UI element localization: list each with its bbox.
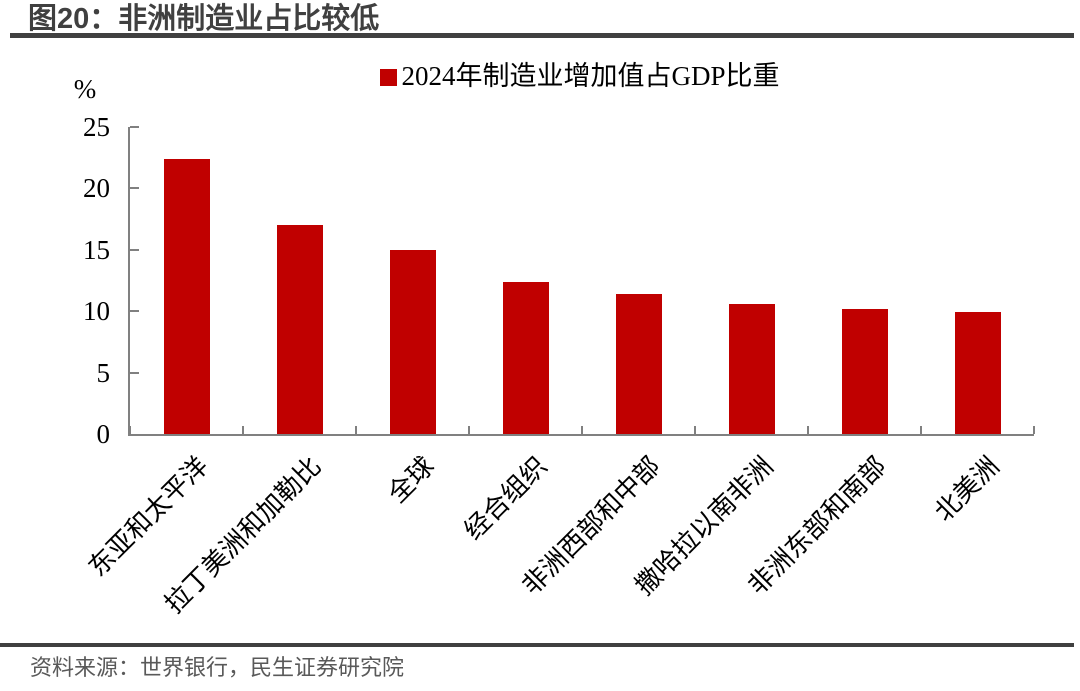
y-axis-tick [130, 187, 139, 190]
bar [841, 308, 888, 434]
y-axis-tick-label: 10 [83, 296, 110, 327]
x-category-label: 经合组织 [459, 451, 554, 546]
y-axis-tick-label: 5 [96, 357, 111, 388]
y-axis-tick [130, 371, 139, 374]
y-axis-unit-label: % [73, 74, 97, 104]
x-axis-tick [1033, 426, 1035, 434]
bar [163, 158, 210, 434]
y-axis-tick [130, 248, 139, 251]
bar [389, 249, 436, 434]
chart-legend: 2024年制造业增加值占GDP比重 [128, 61, 1032, 91]
y-axis-tick-label: 25 [83, 112, 110, 142]
source-note: 资料来源：世界银行，民生证券研究院 [30, 655, 405, 680]
x-axis-tick [807, 426, 809, 434]
y-axis-tick-label: 20 [83, 173, 110, 204]
bar [276, 225, 323, 434]
x-axis-tick [920, 426, 922, 434]
legend-swatch-icon [380, 69, 398, 86]
bar [615, 294, 662, 434]
x-category-label: 全球 [383, 451, 441, 509]
x-axis-tick [468, 426, 470, 434]
y-axis-tick-label: 0 [96, 419, 111, 449]
footer-divider [0, 643, 1074, 647]
x-axis-tick [581, 426, 583, 434]
bar [954, 312, 1001, 434]
title-divider [10, 33, 1074, 38]
plot-area: 0 5 10 15 20 25 东亚和太平洋 拉丁美洲和加勒比 全球 经合组织 非洲西部和中部 撒哈拉… [83, 112, 1035, 619]
bar [728, 303, 775, 434]
x-axis-tick [129, 426, 131, 434]
bar [502, 281, 549, 434]
x-category-label: 北美洲 [929, 451, 1006, 527]
y-axis-tick [130, 126, 139, 128]
figure-title: 图20：非洲制造业占比较低 [28, 3, 380, 35]
y-axis-tick [130, 310, 139, 313]
y-axis-tick-label: 15 [83, 234, 110, 265]
x-axis-tick [242, 426, 244, 434]
x-axis-tick [694, 426, 696, 434]
legend-label: 2024年制造业增加值占GDP比重 [401, 61, 780, 91]
x-axis-tick [355, 426, 357, 434]
